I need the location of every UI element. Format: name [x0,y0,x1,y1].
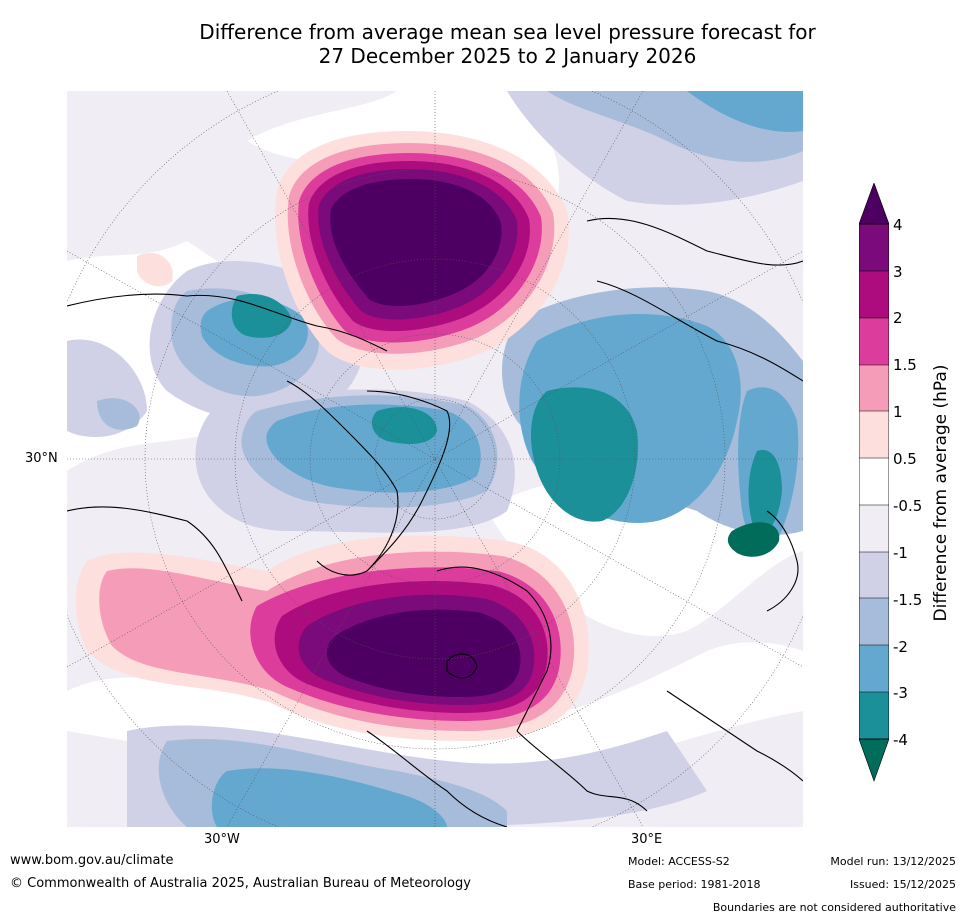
colorbar-band [859,645,889,692]
colorbar-band [859,365,889,411]
base-period: Base period: 1981-2018 [628,878,761,891]
anomaly-map [67,91,803,827]
model-name: Model: ACCESS-S2 [628,855,730,868]
colorbar-band [859,598,889,645]
bering-pink-patch [137,252,173,287]
colorbar-tick: -4 [893,731,908,749]
colorbar-label: Difference from average (hPa) [931,364,951,622]
copyright-notice: © Commonwealth of Australia 2025, Austra… [10,876,471,891]
colorbar-band [859,692,889,739]
colorbar-band [859,505,889,552]
colorbar-extend-min [858,738,890,782]
issued-date: Issued: 15/12/2025 [849,878,956,891]
title-line-1: Difference from average mean sea level p… [199,20,816,44]
colorbar-tick: -0.5 [893,497,923,515]
arctic-low-core [371,407,437,444]
bom-url-link[interactable]: www.bom.gov.au/climate [10,853,174,868]
colorbar-extend-max [858,182,890,225]
atlantic-europe-high-core [326,609,521,697]
colorbar-band [859,224,889,271]
atlantic-europe-high [75,535,589,741]
colorbar-band [859,411,889,458]
colorbar-band [859,271,889,318]
colorbar-band [859,458,889,505]
colorbar-tick: -1.5 [893,591,923,609]
lon-label-30e: 30°E [631,832,663,847]
north-pacific-high [275,131,569,370]
model-run-date: Model run: 13/12/2025 [830,855,956,868]
siberia-low-core [531,387,638,522]
boundary-disclaimer: Boundaries are not considered authoritat… [712,901,956,914]
coastlines [67,217,803,827]
lon-label-30w: 30°W [204,832,240,847]
colorbar-svg [858,182,890,782]
map-svg [67,91,803,827]
colorbar-band [859,318,889,365]
colorbar [858,182,890,783]
colorbar-tick: -2 [893,638,908,656]
graticule [67,91,803,827]
colorbar-tick: 1 [893,403,903,421]
very-strong-negative-zone [231,293,782,534]
colorbar-tick: 4 [893,216,903,234]
map-title: Difference from average mean sea level p… [0,20,965,68]
colorbar-tick: 0.5 [893,450,917,468]
far-east-low-extreme [727,522,780,557]
colorbar-tick: 3 [893,263,903,281]
alaska-low-core [231,293,292,338]
lat-label-30n: 30°N [25,451,58,466]
colorbar-tick: -1 [893,544,908,562]
colorbar-band [859,552,889,598]
colorbar-tick: -3 [893,684,908,702]
colorbar-tick: 2 [893,309,903,327]
title-line-2: 27 December 2025 to 2 January 2026 [318,44,697,68]
north-pacific-high-core [330,179,502,307]
colorbar-tick: 1.5 [893,356,917,374]
